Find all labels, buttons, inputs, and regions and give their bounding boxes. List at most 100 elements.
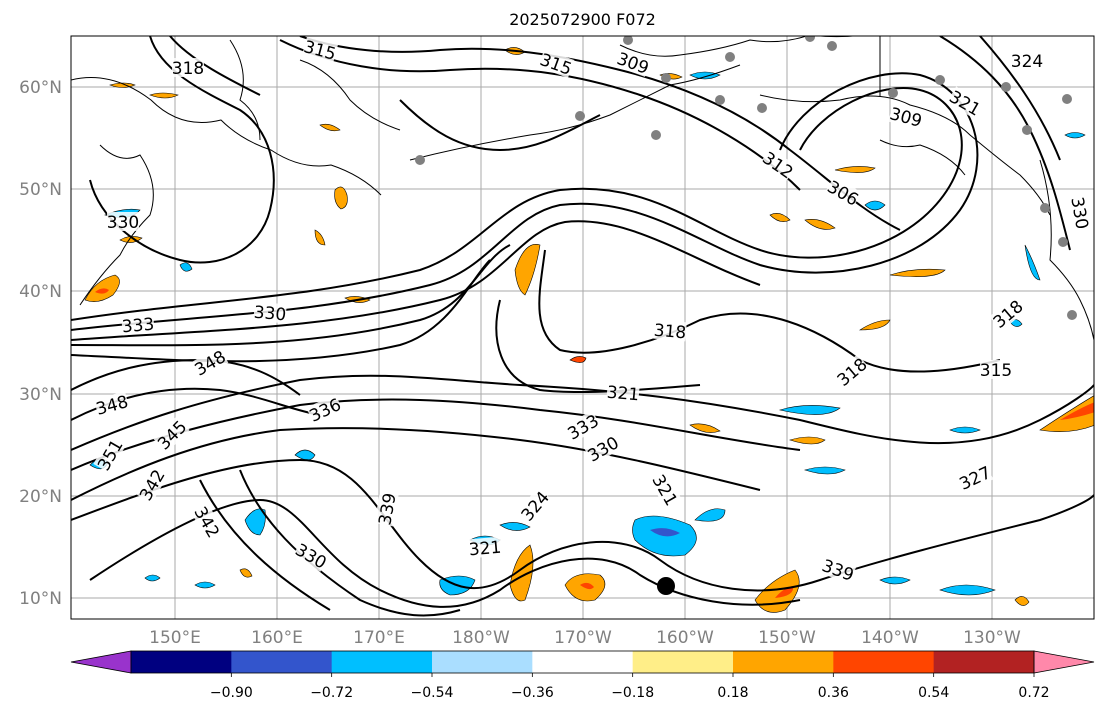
contour-label-text: 318: [990, 297, 1028, 333]
station-marker: [1001, 82, 1011, 92]
contour-label-bg: [606, 381, 640, 404]
contour-label: 348: [191, 346, 230, 381]
contour-label: 318: [653, 319, 687, 343]
contour-label-text: 312: [758, 148, 796, 183]
contour-label: 333: [121, 313, 155, 338]
contour-label-text: 327: [956, 463, 994, 495]
colorbar-tick-label: −0.18: [611, 685, 654, 701]
longitude-labels: 150°E 160°E 170°E 180°W 170°W 160°W 150°W 140°W…: [149, 628, 1021, 648]
contour-label-text: 339: [375, 491, 400, 526]
contour-label: 315: [537, 49, 575, 80]
contour-label-text: 315: [980, 361, 1012, 381]
contour-label-text: 309: [887, 104, 924, 132]
station-marker: [1022, 125, 1032, 135]
contour-label-bg: [833, 354, 871, 390]
colorbar-segment: [632, 651, 734, 673]
contour-label-text: 321: [468, 538, 502, 561]
contour-lines: [71, 36, 1094, 617]
contour-label-text: 330: [584, 433, 622, 467]
station-marker: [715, 95, 725, 105]
station-marker: [1062, 94, 1072, 104]
lat-label: 60°N: [19, 78, 62, 98]
contour-label-text: 324: [1011, 52, 1043, 72]
colorbar: −0.90 −0.72 −0.54 −0.36 −0.18 0.18 0.36 0.54 0.7…: [70, 650, 1095, 701]
contour-label-bg: [468, 536, 502, 559]
contour-label: 324: [517, 487, 554, 526]
storm-center-marker: [657, 577, 675, 595]
lon-label: 160°W: [656, 628, 714, 648]
lon-label: 170°E: [353, 628, 405, 648]
contour-label: 330: [253, 301, 287, 325]
station-marker: [725, 52, 735, 62]
lat-label: 20°N: [19, 487, 62, 507]
contour-label-bg: [584, 432, 622, 465]
contour-label: 324: [1011, 51, 1043, 72]
contour-label-bg: [292, 539, 330, 572]
colorbar-segment: [532, 651, 634, 673]
contour-label: 321: [606, 381, 640, 405]
contour-label-text: 318: [834, 355, 872, 391]
contour-label: 315: [301, 36, 339, 65]
contour-label: 336: [306, 394, 344, 427]
colorbar-segment: [131, 651, 232, 673]
lat-label: 10°N: [19, 589, 62, 609]
station-marker: [1058, 237, 1068, 247]
contour-label-bg: [253, 301, 287, 324]
contour-label: 318: [833, 354, 872, 391]
lon-label: 170°W: [554, 628, 612, 648]
contour-label-bg: [614, 48, 652, 77]
contour-label-text: 345: [154, 417, 191, 454]
contour-label-bg: [980, 360, 1012, 379]
contour-label-text: 315: [537, 50, 574, 80]
contour-label: 330: [107, 212, 139, 233]
station-markers: [415, 36, 1077, 320]
colorbar-tick-label: −0.90: [210, 685, 253, 701]
latitude-labels: 60°N 50°N 40°N 30°N 20°N 10°N: [19, 78, 62, 609]
colorbar-tick-label: −0.54: [411, 685, 454, 701]
contour-label: 342: [135, 466, 170, 505]
contour-label-bg: [653, 319, 687, 342]
contour-label-bg: [888, 103, 925, 130]
contour-label: 330: [291, 539, 330, 574]
contour-label-bg: [121, 313, 155, 336]
colorbar-tick-label: 0.18: [717, 685, 748, 701]
shaded-anomaly-field: [84, 47, 1094, 613]
contour-label-bg: [759, 147, 797, 182]
contour-label-bg: [564, 410, 602, 443]
contour-label-text: 333: [121, 315, 155, 338]
colorbar-extend-high: [1033, 650, 1095, 674]
contour-label-bg: [989, 296, 1027, 332]
lon-label: 130°W: [963, 628, 1021, 648]
contour-label-text: 330: [1066, 195, 1091, 230]
contour-label: 321: [647, 471, 682, 510]
station-marker: [827, 41, 837, 51]
station-marker: [415, 155, 425, 165]
lon-label: 150°W: [758, 628, 816, 648]
station-marker: [1067, 310, 1077, 320]
contour-label: 345: [153, 416, 191, 454]
contour-label-bg: [1011, 51, 1043, 70]
lat-label: 40°N: [19, 282, 62, 302]
contour-label-text: 348: [191, 347, 229, 381]
map-title: 2025072900 F072: [509, 10, 656, 29]
contour-label-bg: [191, 346, 229, 379]
station-marker: [661, 73, 671, 83]
contour-label: 309: [614, 48, 652, 79]
contour-label-bg: [93, 391, 130, 418]
lon-label: 140°W: [861, 628, 919, 648]
colorbar-segment: [733, 651, 834, 673]
contour-label: 315: [980, 360, 1012, 381]
colorbar-tick-label: 0.36: [818, 685, 849, 701]
colorbar-segment: [833, 651, 935, 673]
colorbar-segment: [331, 651, 433, 673]
contour-label-bg: [107, 212, 139, 231]
contour-label-text: 330: [107, 213, 139, 233]
lat-label: 50°N: [19, 180, 62, 200]
lat-label: 30°N: [19, 385, 62, 405]
contour-label-bg: [153, 416, 190, 453]
colorbar-segment: [432, 651, 533, 673]
contour-label: 318: [172, 58, 204, 79]
station-marker: [888, 88, 898, 98]
contour-label-text: 339: [819, 556, 856, 586]
